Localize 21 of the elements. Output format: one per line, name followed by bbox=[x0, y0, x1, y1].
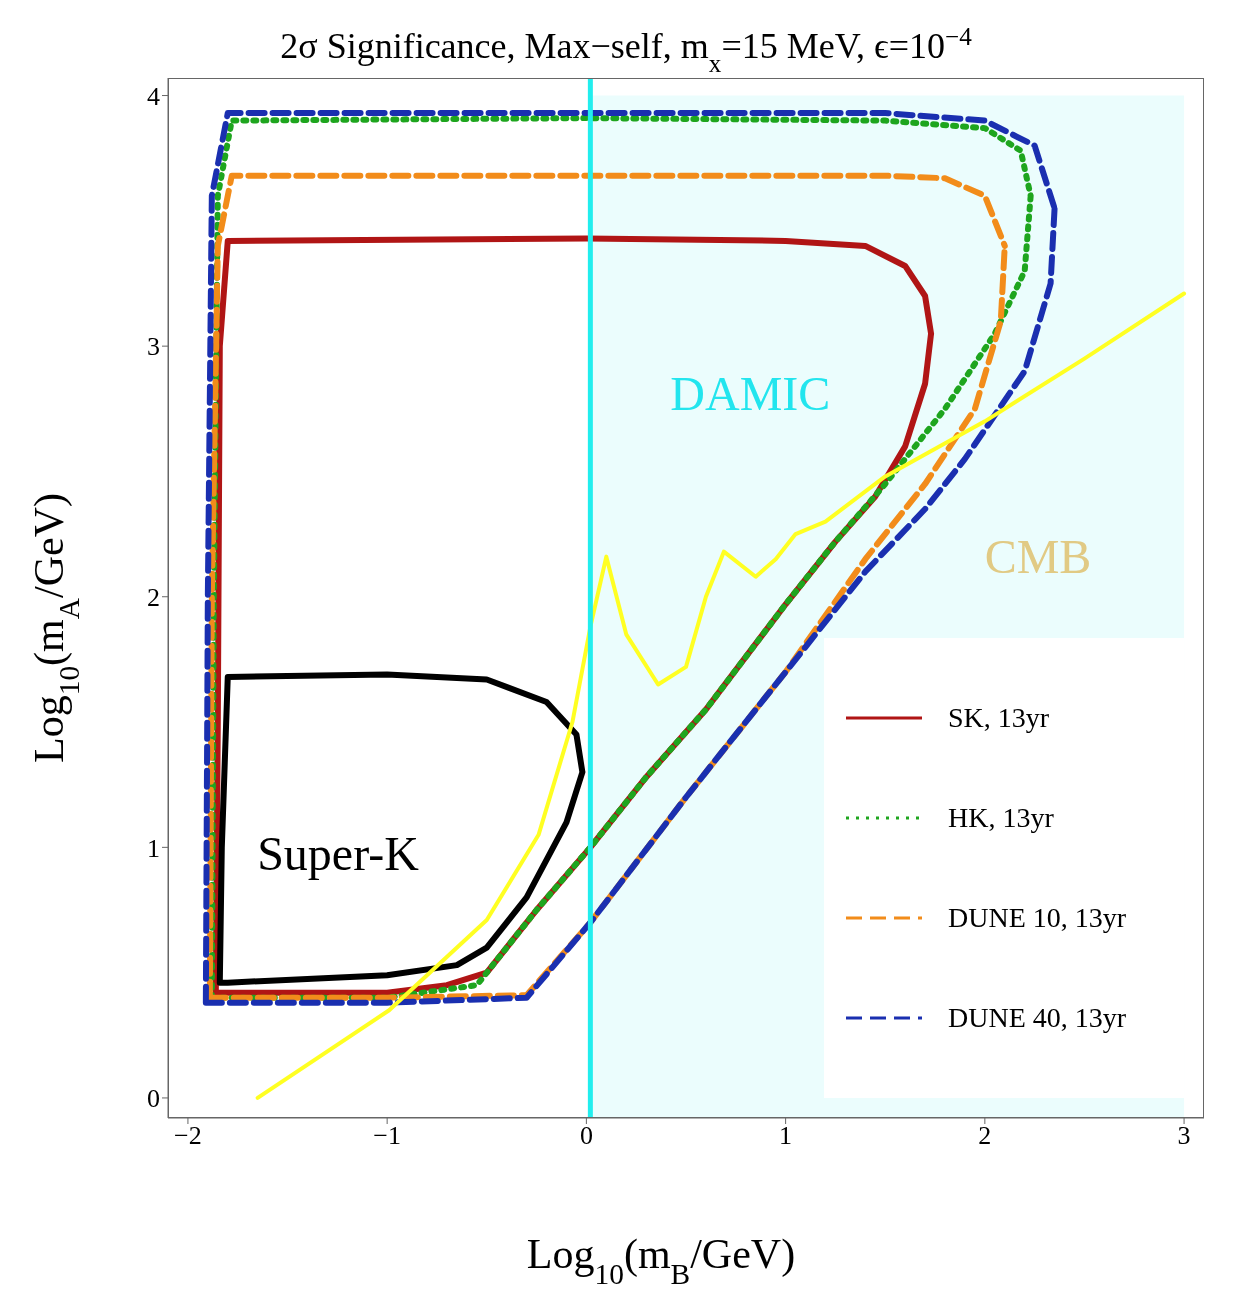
y-tick-label: 3 bbox=[147, 332, 160, 362]
x-axis-title: Log$_{10}$(m$_{B}$/GeV) bbox=[526, 1231, 796, 1290]
annotation: Super-K bbox=[257, 827, 420, 880]
x-tick-label: −1 bbox=[373, 1121, 401, 1151]
y-tick-label: 4 bbox=[147, 81, 160, 111]
legend-label: DUNE 40, 13yr bbox=[948, 1002, 1127, 1034]
x-tick-label: 1 bbox=[779, 1121, 793, 1151]
x-tick-label: −2 bbox=[174, 1121, 202, 1151]
legend-label: DUNE 10, 13yr bbox=[948, 902, 1127, 934]
x-tick-label: 0 bbox=[579, 1121, 593, 1151]
line-series bbox=[255, 291, 1187, 1100]
chart-title: 2σ Significance, Max−self, m$_{x}$=15 MeV, ϵ=10$^{−4}$ bbox=[280, 22, 973, 77]
y-tick-label: 0 bbox=[147, 1084, 160, 1114]
legend-label: SK, 13yr bbox=[948, 702, 1050, 734]
y-tick-label: 1 bbox=[147, 833, 160, 863]
x-tick-label: 2 bbox=[978, 1121, 992, 1151]
annotation: CMB bbox=[984, 530, 1092, 583]
x-tick-label: 3 bbox=[1177, 1121, 1191, 1151]
legend-label: HK, 13yr bbox=[948, 802, 1054, 834]
y-tick-label: 2 bbox=[147, 582, 160, 612]
band-label: DAMIC bbox=[670, 366, 831, 420]
